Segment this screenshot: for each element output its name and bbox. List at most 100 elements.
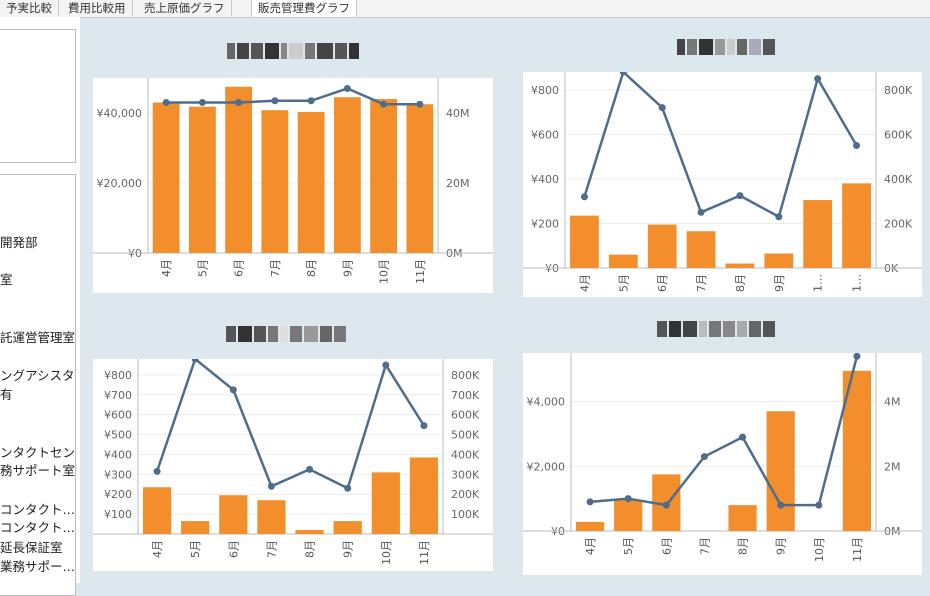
line-point: [736, 192, 744, 200]
x-tick-label: 1…: [851, 274, 864, 292]
list-item[interactable]: ンタクトセン…: [0, 445, 76, 460]
x-tick-label: 9月: [341, 259, 354, 277]
line-series: [155, 356, 425, 491]
list-item[interactable]: 開発部: [0, 235, 38, 250]
list-item[interactable]: 務サポート室: [0, 463, 76, 478]
sheet-tab-bar: 予実比較 費用比較用 売上原価グラフ 販売管理費グラフ: [0, 0, 930, 18]
x-tick-label: 7月: [265, 540, 278, 558]
line-point: [586, 498, 594, 506]
x-tick-label: 9月: [342, 540, 355, 558]
x-tick-label: 6月: [227, 540, 240, 558]
y2-tick-label: 200K: [451, 488, 480, 501]
bar: [686, 231, 716, 268]
x-tick-label: 11月: [851, 537, 864, 562]
line-point: [815, 501, 823, 509]
y2-tick-label: 800K: [884, 84, 913, 97]
x-tick-label: 7月: [695, 274, 708, 292]
y2-tick-label: 4M: [884, 396, 901, 409]
list-item[interactable]: ングアシスタ…: [0, 368, 76, 383]
line-point: [162, 99, 170, 106]
tab-budget-comparison[interactable]: 予実比較: [0, 0, 59, 16]
bar: [647, 224, 677, 268]
bar: [333, 521, 362, 534]
bar: [152, 102, 180, 253]
bar: [608, 254, 638, 268]
list-item[interactable]: 託運営管理室: [0, 330, 76, 345]
bar: [728, 505, 757, 531]
line-point: [658, 104, 666, 112]
x-tick-label: 5月: [196, 259, 209, 277]
bar: [219, 495, 248, 534]
y2-tick-label: 400K: [884, 173, 913, 186]
bar: [371, 472, 400, 534]
y2-tick-label: 40M: [446, 107, 470, 120]
line-series: [166, 87, 420, 106]
chart-title-redacted: [657, 318, 777, 340]
x-tick-label: 10月: [813, 537, 826, 562]
y2-tick-label: 300K: [451, 468, 480, 481]
line-point: [777, 501, 785, 509]
x-tick-label: 8月: [305, 259, 318, 277]
line-point: [700, 453, 708, 461]
y2-tick-label: 600K: [884, 128, 913, 141]
chart-title-redacted: [227, 40, 361, 62]
x-tick-label: 4月: [578, 274, 591, 292]
tab-cost-comparison[interactable]: 費用比較用: [62, 0, 133, 16]
list-item[interactable]: 延長保証室: [0, 540, 63, 555]
bar: [181, 521, 210, 534]
x-tick-label: 8月: [737, 537, 750, 555]
tab-cost-of-sales-graph[interactable]: 売上原価グラフ: [138, 0, 232, 16]
line-point: [235, 99, 243, 106]
y-tick-label: ¥300: [104, 468, 132, 481]
line-point: [853, 142, 861, 149]
x-tick-label: 8月: [304, 540, 317, 558]
x-tick-label: 4月: [584, 537, 597, 555]
y-tick-label: ¥2,000: [527, 460, 566, 473]
x-tick-label: 7月: [269, 259, 282, 277]
bar: [142, 487, 172, 534]
y2-tick-label: 2M: [884, 460, 901, 473]
bar: [406, 104, 434, 253]
line-point: [416, 100, 424, 108]
x-tick-label: 11月: [414, 259, 427, 284]
line-point: [307, 97, 315, 105]
bar: [295, 530, 324, 534]
x-tick-label: 9月: [775, 537, 788, 555]
bar: [297, 111, 325, 253]
line-point: [624, 495, 632, 503]
x-tick-label: 4月: [160, 259, 173, 277]
x-tick-label: 5月: [189, 540, 202, 558]
list-item[interactable]: 室: [0, 272, 13, 287]
x-tick-label: 1…: [812, 274, 825, 292]
line-point: [420, 422, 428, 430]
list-item[interactable]: コンタクト…: [0, 502, 76, 517]
tab-sga-graph[interactable]: 販売管理費グラフ: [251, 0, 357, 17]
bar: [409, 457, 439, 534]
y-tick-label: ¥200: [531, 217, 559, 230]
line-series: [583, 69, 858, 219]
line-point: [580, 193, 588, 201]
x-tick-label: 11月: [418, 540, 431, 565]
y-tick-label: ¥400: [104, 448, 132, 461]
line-point: [662, 501, 670, 509]
y2-tick-label: 20M: [446, 177, 470, 190]
x-tick-label: 10月: [380, 540, 393, 565]
y-tick-label: ¥40,000: [97, 107, 143, 120]
bar: [225, 86, 253, 253]
line-point: [382, 361, 390, 369]
x-tick-label: 7月: [698, 537, 711, 555]
line-point: [739, 433, 747, 441]
y-tick-label: ¥400: [531, 173, 559, 186]
bar: [257, 500, 286, 534]
y-tick-label: ¥600: [531, 128, 559, 141]
bar: [575, 521, 605, 531]
x-tick-label: 6月: [656, 274, 669, 292]
bar: [842, 183, 871, 268]
list-item[interactable]: コンタクト…: [0, 520, 76, 535]
list-item[interactable]: 有: [0, 387, 13, 402]
bar: [570, 215, 599, 268]
y2-tick-label: 600K: [451, 409, 480, 422]
y-tick-label: ¥800: [104, 369, 132, 382]
list-item[interactable]: 業務サポー…: [0, 559, 76, 574]
